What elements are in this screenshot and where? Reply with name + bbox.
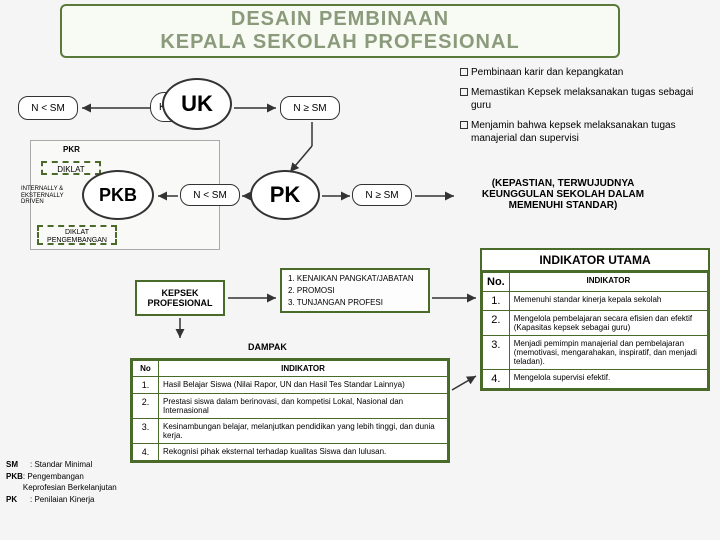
result-text: (KEPASTIAN, TERWUJUDNYA KEUNGGULAN SEKOL…: [458, 178, 668, 211]
table-row: 2.Mengelola pembelajaran secara efisien …: [483, 311, 708, 336]
oval-pkb: PKB: [82, 170, 154, 220]
indikator-utama-box: INDIKATOR UTAMA No. INDIKATOR 1.Memenuhi…: [480, 248, 710, 391]
bullets-list: Pembinaan karir dan kepangkatan Memastik…: [460, 66, 700, 152]
checkbox-icon: [460, 121, 468, 129]
bullet-1: Pembinaan karir dan kepangkatan: [460, 66, 700, 80]
dampak-table-box: No INDIKATOR 1.Hasil Belajar Siswa (Nila…: [130, 358, 450, 463]
table-row: 3.Menjadi pemimpin manajerial dan pembel…: [483, 336, 708, 370]
dampak-label: DAMPAK: [248, 342, 287, 352]
title-line-2: KEPALA SEKOLAH PROFESIONAL: [160, 31, 519, 54]
checkbox-icon: [460, 88, 468, 96]
title-banner: DESAIN PEMBINAAN KEPALA SEKOLAH PROFESIO…: [60, 4, 620, 58]
outcome-2: 2. PROMOSI: [288, 286, 422, 295]
outcome-1: 1. KENAIKAN PANGKAT/JABATAN: [288, 274, 422, 283]
outcome-3: 3. TUNJANGAN PROFESI: [288, 298, 422, 307]
node-n-lt-sm-1: N < SM: [18, 96, 78, 120]
checkbox-icon: [460, 68, 468, 76]
title-line-1: DESAIN PEMBINAAN: [231, 8, 449, 31]
indikator-utama-table: No. INDIKATOR 1.Memenuhi standar kinerja…: [482, 272, 708, 389]
table-row: 4.Mengelola supervisi efektif.: [483, 370, 708, 389]
pkr-label: PKR: [63, 145, 217, 154]
node-n-ge-sm-1: N ≥ SM: [280, 96, 340, 120]
bullet-3: Menjamin bahwa kepsek melaksanakan tugas…: [460, 119, 700, 146]
diklat-pengembangan: DIKLAT PENGEMBANGAN: [37, 225, 117, 245]
table-row: 4.Rekognisi pihak eksternal terhadap kua…: [133, 444, 448, 461]
driven-label: INTERNALLY & EKSTERNALLY DRIVEN: [21, 186, 64, 206]
oval-pk: PK: [250, 170, 320, 220]
diklat-box: DIKLAT: [41, 161, 101, 175]
indikator-utama-title: INDIKATOR UTAMA: [482, 250, 708, 272]
bullet-2: Memastikan Kepsek melaksanakan tugas seb…: [460, 86, 700, 113]
table-row: 2.Prestasi siswa dalam berinovasi, dan k…: [133, 394, 448, 419]
outcomes-box: 1. KENAIKAN PANGKAT/JABATAN 2. PROMOSI 3…: [280, 268, 430, 313]
kepsek-box: KEPSEK PROFESIONAL: [135, 280, 225, 316]
dampak-table: No INDIKATOR 1.Hasil Belajar Siswa (Nila…: [132, 360, 448, 461]
table-row: 1.Hasil Belajar Siswa (Nilai Rapor, UN d…: [133, 377, 448, 394]
node-n-ge-sm-2: N ≥ SM: [352, 184, 412, 206]
oval-uk: UK: [162, 78, 232, 130]
node-n-lt-sm-2: N < SM: [180, 184, 240, 206]
table-row: 3.Kesinambungan belajar, melanjutkan pen…: [133, 419, 448, 444]
table-row: 1.Memenuhi standar kinerja kepala sekola…: [483, 292, 708, 311]
legend: SM: Standar Minimal PKB: Pengembangan Ke…: [6, 460, 126, 508]
